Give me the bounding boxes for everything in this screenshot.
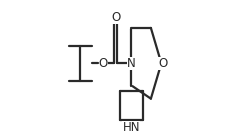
Text: O: O: [111, 11, 120, 23]
Text: N: N: [127, 57, 136, 70]
Text: O: O: [99, 57, 108, 70]
Text: HN: HN: [122, 121, 140, 134]
Text: O: O: [158, 57, 167, 70]
